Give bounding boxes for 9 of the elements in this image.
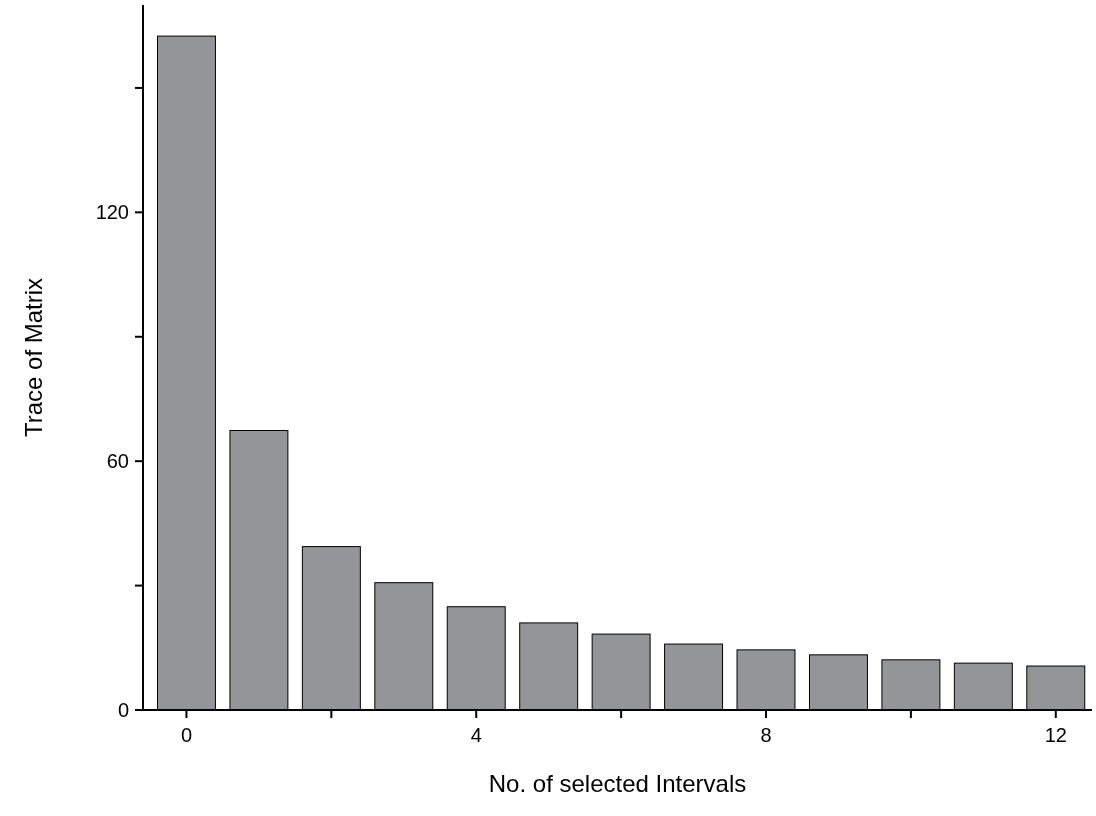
x-axis-title: No. of selected Intervals (488, 770, 747, 797)
x-tick-label: 4 (470, 724, 482, 746)
x-tick-label: 8 (760, 724, 772, 746)
y-axis-title: Trace of Matrix (20, 277, 47, 438)
y-tick-label: 0 (117, 699, 129, 721)
x-tick-label: 0 (180, 724, 193, 746)
y-tick-label: 60 (106, 450, 129, 473)
x-tick-label: 12 (1044, 724, 1067, 746)
y-tick-label: 120 (95, 201, 129, 224)
